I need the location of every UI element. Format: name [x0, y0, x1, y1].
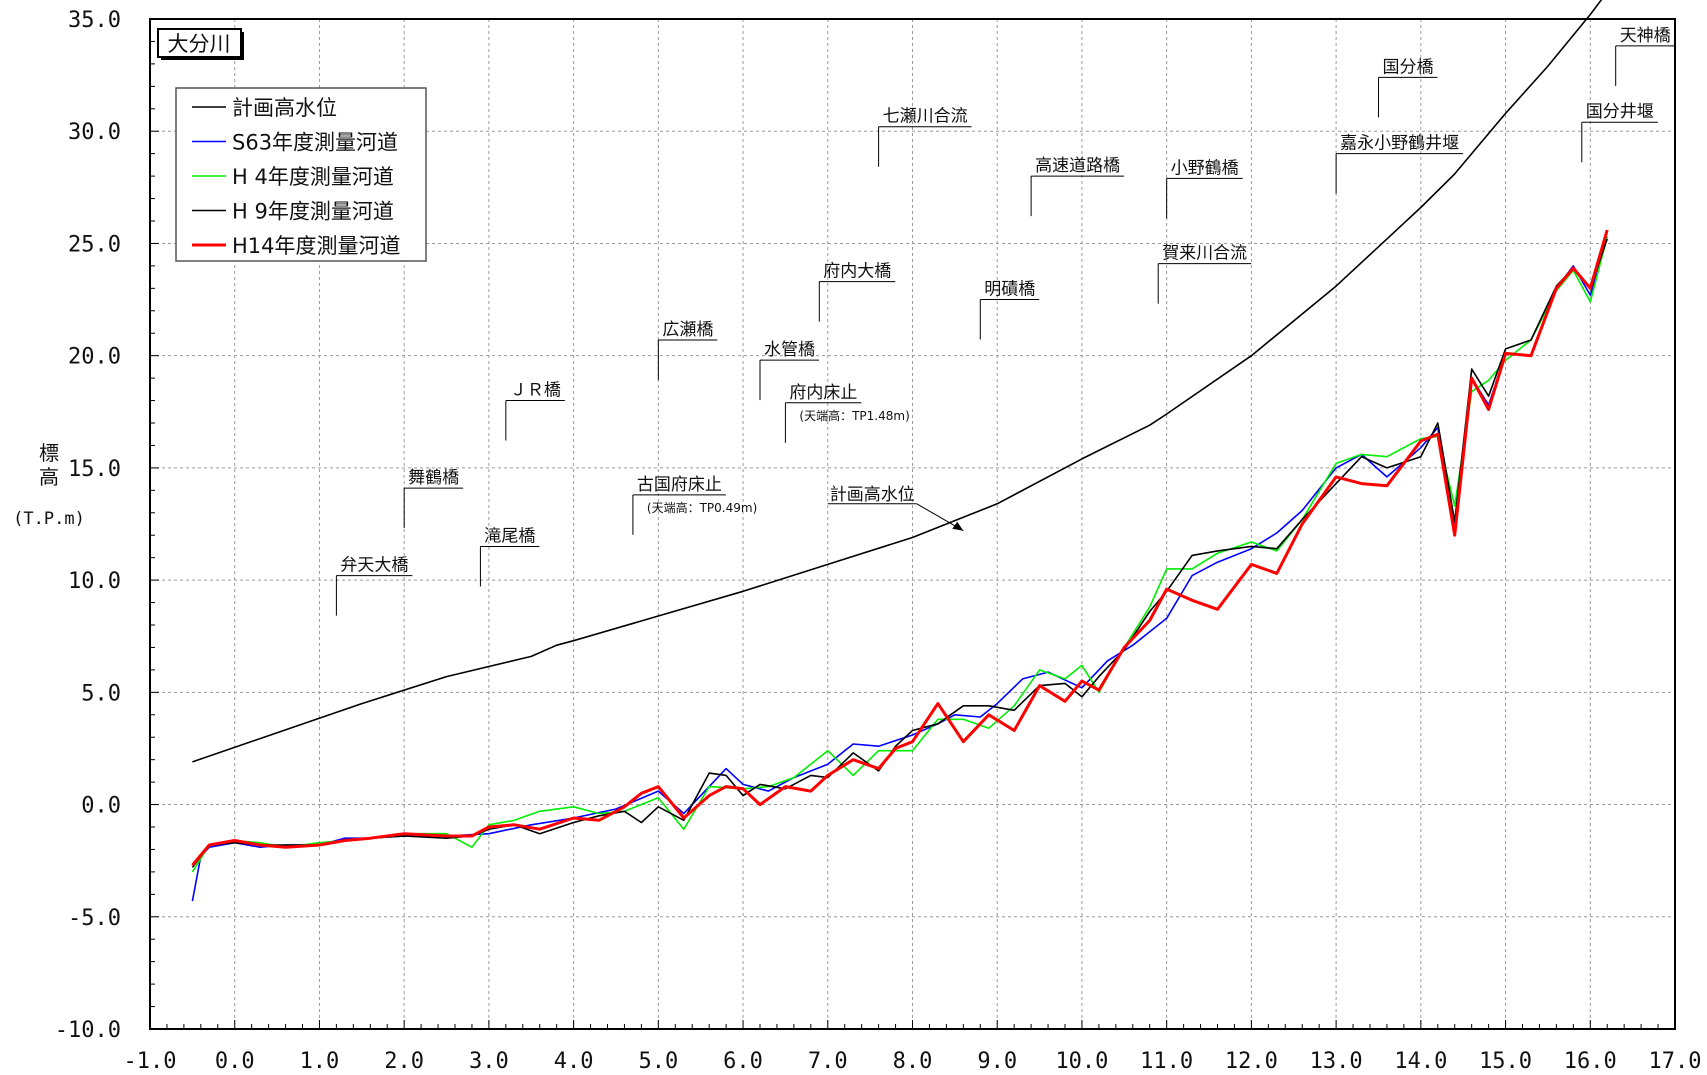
legend-frame — [175, 87, 427, 262]
x-tick-label: 3.0 — [469, 1049, 509, 1074]
x-tick-label: 4.0 — [554, 1049, 594, 1074]
x-tick-label: 2.0 — [384, 1049, 424, 1074]
landmark-label: 小野鶴橋 — [1166, 158, 1243, 219]
landmark-label: 滝尾橋 — [479, 526, 540, 587]
x-tick-label: 8.0 — [893, 1049, 933, 1074]
y-tick-label: -10.0 — [55, 1018, 121, 1043]
x-tick-label: 11.0 — [1140, 1049, 1193, 1074]
landmark-text: 計画高水位 — [830, 485, 915, 505]
y-tick-label: -5.0 — [68, 906, 121, 931]
landmark-text: 水管橋 — [764, 340, 815, 360]
y-axis-label: 標 高 (T.P.m) — [13, 441, 85, 529]
title-shadow-bottom — [161, 57, 244, 60]
y-axis-unit: (T.P.m) — [13, 509, 85, 529]
x-tick-label: 17.0 — [1649, 1049, 1702, 1074]
chart-title: 大分川 — [168, 32, 231, 56]
title-shadow-right — [241, 32, 244, 60]
series-line-5 — [191, 229, 1609, 867]
landmark-label: 府内大橋 — [818, 262, 896, 322]
landmark-text: 明磧橋 — [984, 280, 1035, 300]
axes-layer — [149, 18, 1676, 1030]
y-axis-label-char-2: 高 — [39, 465, 59, 489]
y-tick-label: 30.0 — [68, 120, 121, 145]
series-line-1 — [192, 0, 1603, 763]
legend-label-1: 計画高水位 — [232, 96, 337, 120]
legend-label-5: H14年度測量河道 — [232, 234, 401, 258]
landmark-text: 高速道路橋 — [1035, 156, 1120, 176]
chart-title-box: 大分川 — [157, 28, 244, 60]
tick-labels: -1.0 0.0 1.0 2.0 3.0 4.0 5.0 6.0 7.0 8.0 9.0 10.0 11… — [55, 8, 1702, 1074]
y-tick-label: 20.0 — [68, 345, 121, 370]
legend-label-2: S63年度測量河道 — [232, 131, 398, 155]
landmark-label: 嘉永小野鶴井堰 — [1335, 134, 1464, 194]
landmark-text: 古国府床止 — [637, 475, 722, 495]
y-tick-label: 15.0 — [68, 457, 121, 482]
landmark-text: 国分井堰 — [1586, 102, 1654, 122]
landmark-text: 天神橋 — [1620, 26, 1671, 46]
landmark-label: 計画高水位 — [827, 485, 964, 532]
y-tick-label: 0.0 — [81, 794, 121, 819]
landmark-subtext: (天端高：TP0.49m) — [647, 500, 757, 515]
landmark-label: 天神橋 — [1615, 26, 1675, 86]
x-tick-label: 14.0 — [1394, 1049, 1447, 1074]
plot-frame — [149, 18, 1676, 1030]
landmark-label: 七瀬川合流 — [878, 107, 972, 167]
landmark-label: 古国府床止 (天端高：TP0.49m) — [632, 475, 757, 535]
landmark-label: 賀来川合流 — [1157, 244, 1252, 304]
x-tick-label: 5.0 — [638, 1049, 678, 1074]
x-tick-label: 10.0 — [1055, 1049, 1108, 1074]
landmark-text: ＪＲ橋 — [510, 381, 561, 401]
landmark-label: ＪＲ橋 — [505, 381, 565, 441]
x-tick-label: 12.0 — [1225, 1049, 1278, 1074]
legend: 計画高水位 S63年度測量河道 H 4年度測量河道 H 9年度測量河道 H14年度測量河… — [175, 87, 427, 262]
landmark-text: 小野鶴橋 — [1171, 158, 1239, 178]
legend-label-4: H 9年度測量河道 — [232, 200, 394, 224]
legend-label-3: H 4年度測量河道 — [232, 165, 394, 189]
landmark-text: 滝尾橋 — [484, 526, 535, 546]
x-tick-label: -1.0 — [124, 1049, 177, 1074]
landmark-label: 高速道路橋 — [1030, 156, 1125, 217]
x-tick-label: 6.0 — [723, 1049, 763, 1074]
landmark-label: 国分井堰 — [1581, 102, 1658, 163]
y-tick-label: 25.0 — [68, 232, 121, 257]
x-tick-label: 0.0 — [215, 1049, 255, 1074]
landmark-label: 府内床止 (天端高：TP1.48m) — [784, 383, 910, 443]
y-tick-label: 5.0 — [81, 681, 121, 706]
landmark-label: 弁天大橋 — [335, 556, 413, 616]
landmark-text: 七瀬川合流 — [883, 107, 968, 127]
landmark-text: 賀来川合流 — [1162, 244, 1247, 264]
landmark-arrowhead — [952, 521, 964, 531]
x-tick-label: 7.0 — [808, 1049, 848, 1074]
landmark-text: 広瀬橋 — [662, 320, 713, 340]
x-tick-label: 1.0 — [300, 1049, 340, 1074]
landmark-text: 府内大橋 — [823, 262, 891, 282]
landmark-text: 弁天大橋 — [340, 556, 408, 576]
landmark-text: 舞鶴橋 — [408, 468, 459, 488]
series-layer — [191, 0, 1609, 902]
landmark-subtext: (天端高：TP1.48m) — [799, 408, 909, 423]
x-tick-label: 13.0 — [1310, 1049, 1363, 1074]
y-axis-label-char-1: 標 — [39, 441, 59, 465]
landmark-label: 広瀬橋 — [657, 320, 718, 380]
landmark-label: 舞鶴橋 — [403, 468, 464, 529]
x-tick-label: 16.0 — [1564, 1049, 1617, 1074]
x-tick-label: 9.0 — [977, 1049, 1017, 1074]
landmark-text: 府内床止 — [789, 383, 857, 403]
landmark-label: 国分橋 — [1377, 57, 1438, 118]
landmark-text: 嘉永小野鶴井堰 — [1340, 134, 1459, 154]
title-frame — [157, 28, 242, 58]
landmark-text: 国分橋 — [1382, 57, 1433, 77]
landmark-label: 明磧橋 — [979, 280, 1040, 340]
y-tick-label: 35.0 — [68, 8, 121, 33]
landmark-label: 水管橋 — [759, 340, 819, 401]
x-tick-label: 15.0 — [1479, 1049, 1532, 1074]
y-tick-label: 10.0 — [68, 569, 121, 594]
